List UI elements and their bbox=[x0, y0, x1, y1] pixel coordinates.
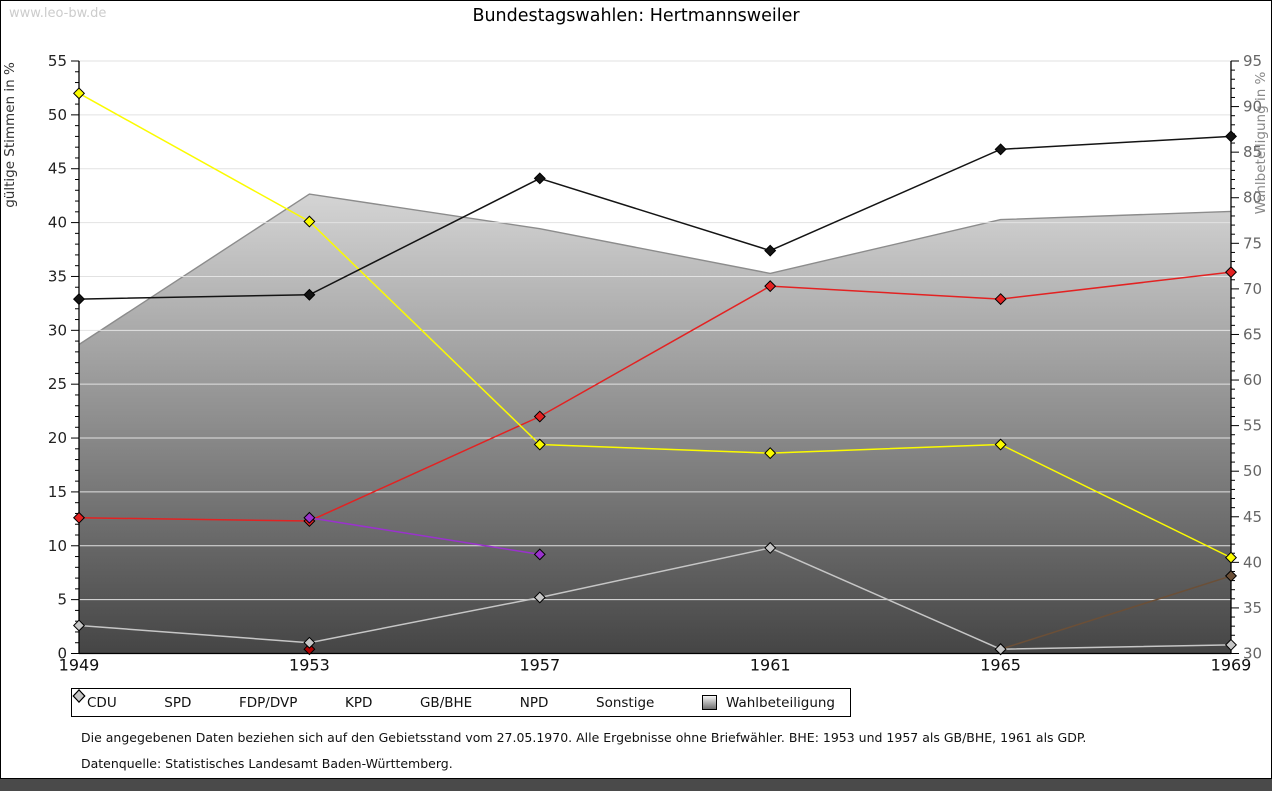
x-axis-label: 1957 bbox=[519, 656, 560, 675]
marker-FDP/DVP bbox=[994, 438, 1007, 451]
turnout-line bbox=[78, 193, 1232, 346]
legend-label: SPD bbox=[164, 694, 192, 711]
marker-GB/BHE bbox=[533, 548, 546, 561]
right-tick-label: 55 bbox=[1243, 417, 1262, 435]
left-tick-label: 10 bbox=[48, 537, 67, 555]
right-tick-label: 40 bbox=[1243, 553, 1262, 571]
marker-Sonstige bbox=[303, 636, 316, 649]
left-tick-label: 15 bbox=[48, 483, 67, 501]
legend-label: CDU bbox=[87, 694, 117, 711]
marker-SPD bbox=[72, 511, 86, 524]
turnout-area bbox=[79, 194, 1231, 654]
chart-panel: www.leo-bw.de Bundestagswahlen: Hertmann… bbox=[0, 0, 1272, 779]
right-tick-label: 80 bbox=[1243, 189, 1262, 207]
right-tick-label: 90 bbox=[1243, 98, 1262, 116]
marker-SPD bbox=[764, 280, 777, 293]
legend-label: Wahlbeteiligung bbox=[725, 694, 835, 711]
series-line-SPD bbox=[78, 271, 1232, 522]
left-tick-label: 20 bbox=[48, 429, 67, 447]
marker-NPD bbox=[1224, 569, 1238, 582]
marker-CDU bbox=[303, 288, 316, 301]
chart-title: Bundestagswahlen: Hertmannsweiler bbox=[472, 6, 800, 26]
left-tick-label: 0 bbox=[57, 645, 67, 663]
right-tick-label: 35 bbox=[1243, 599, 1262, 617]
marker-CDU bbox=[72, 293, 86, 306]
right-tick-label: 65 bbox=[1243, 325, 1262, 343]
marker-FDP/DVP bbox=[72, 87, 86, 100]
right-axis-title: Wahlbeteiligung in % bbox=[1253, 71, 1269, 214]
right-tick-label: 85 bbox=[1243, 143, 1262, 161]
right-tick-label: 95 bbox=[1243, 52, 1262, 70]
series-line-Sonstige bbox=[78, 547, 1232, 650]
marker-FDP/DVP bbox=[303, 215, 316, 228]
marker-KPD bbox=[303, 643, 316, 656]
right-tick-label: 70 bbox=[1243, 280, 1262, 298]
legend-item-FDP/DVP: FDP/DVP bbox=[72, 689, 298, 711]
marker-Sonstige bbox=[72, 619, 86, 632]
right-tick-label: 45 bbox=[1243, 508, 1262, 526]
left-tick-label: 50 bbox=[48, 106, 67, 124]
turnout-swatch-icon bbox=[701, 695, 717, 710]
marker-Sonstige bbox=[764, 541, 777, 554]
x-axis-label: 1961 bbox=[750, 656, 791, 675]
marker-Sonstige bbox=[533, 591, 546, 604]
x-axis-label: 1965 bbox=[980, 656, 1021, 675]
legend-label: NPD bbox=[519, 694, 549, 711]
x-axis-label: 1949 bbox=[59, 656, 100, 675]
left-axis-title: gültige Stimmen in % bbox=[2, 62, 18, 208]
legend-label: GB/BHE bbox=[419, 694, 473, 711]
x-axis-label: 1953 bbox=[289, 656, 330, 675]
left-tick-label: 45 bbox=[48, 160, 67, 178]
footnote-datenquelle: Datenquelle: Statistisches Landesamt Bad… bbox=[81, 756, 453, 771]
marker-CDU bbox=[1224, 130, 1238, 143]
legend-item-Sonstige: Sonstige bbox=[72, 689, 655, 711]
legend-label: FDP/DVP bbox=[239, 694, 298, 711]
election-line-chart: 0 5 10 15 20 25 30 35 40 45 50 55 30 35 40 45 50 55 60 65 70… bbox=[2, 52, 1269, 675]
left-tick-label: 35 bbox=[48, 267, 67, 285]
left-tick-label: 5 bbox=[57, 591, 67, 609]
left-tick-label: 30 bbox=[48, 321, 67, 339]
legend-item-Wahlbeteiligung: Wahlbeteiligung bbox=[701, 694, 835, 711]
legend-item-KPD: KPD bbox=[72, 689, 373, 711]
legend-item-NPD: NPD bbox=[72, 689, 549, 711]
left-tick-label: 55 bbox=[48, 52, 67, 70]
footnote-gebietsstand: Die angegebenen Daten beziehen sich auf … bbox=[81, 730, 1087, 745]
watermark: www.leo-bw.de bbox=[9, 6, 107, 21]
legend-item-GB/BHE: GB/BHE bbox=[72, 689, 473, 711]
marker-SPD bbox=[1224, 266, 1238, 279]
series-line-GB/BHE bbox=[309, 517, 540, 556]
marker-FDP/DVP bbox=[533, 438, 546, 451]
legend-label: Sonstige bbox=[596, 694, 655, 711]
marker-SPD bbox=[994, 293, 1007, 306]
series-line-CDU bbox=[78, 135, 1232, 300]
left-tick-label: 25 bbox=[48, 375, 67, 393]
left-tick-label: 40 bbox=[48, 214, 67, 232]
marker-CDU bbox=[764, 244, 777, 257]
legend-item-SPD: SPD bbox=[72, 689, 192, 711]
marker-CDU bbox=[533, 172, 546, 185]
right-tick-label: 50 bbox=[1243, 462, 1262, 480]
marker-Sonstige bbox=[994, 643, 1007, 656]
legend: CDU SPD FDP/DVP KPD GB/BHE NPD Sonstige Wahlbet… bbox=[71, 688, 851, 717]
right-tick-label: 30 bbox=[1243, 645, 1262, 663]
right-tick-label: 60 bbox=[1243, 371, 1262, 389]
marker-CDU bbox=[994, 143, 1007, 156]
series-line-NPD bbox=[1000, 575, 1232, 650]
series-line-FDP/DVP bbox=[78, 92, 1232, 559]
marker-GB/BHE bbox=[303, 511, 316, 524]
legend-label: KPD bbox=[344, 694, 373, 711]
x-axis-label: 1969 bbox=[1211, 656, 1252, 675]
legend-item-CDU: CDU bbox=[72, 689, 117, 711]
diamond-marker-icon bbox=[72, 689, 86, 703]
bottom-bar bbox=[0, 779, 1272, 791]
marker-Sonstige bbox=[1224, 638, 1238, 651]
right-tick-label: 75 bbox=[1243, 234, 1262, 252]
marker-FDP/DVP bbox=[764, 447, 777, 460]
marker-SPD bbox=[533, 410, 546, 423]
marker-FDP/DVP bbox=[1224, 551, 1238, 564]
